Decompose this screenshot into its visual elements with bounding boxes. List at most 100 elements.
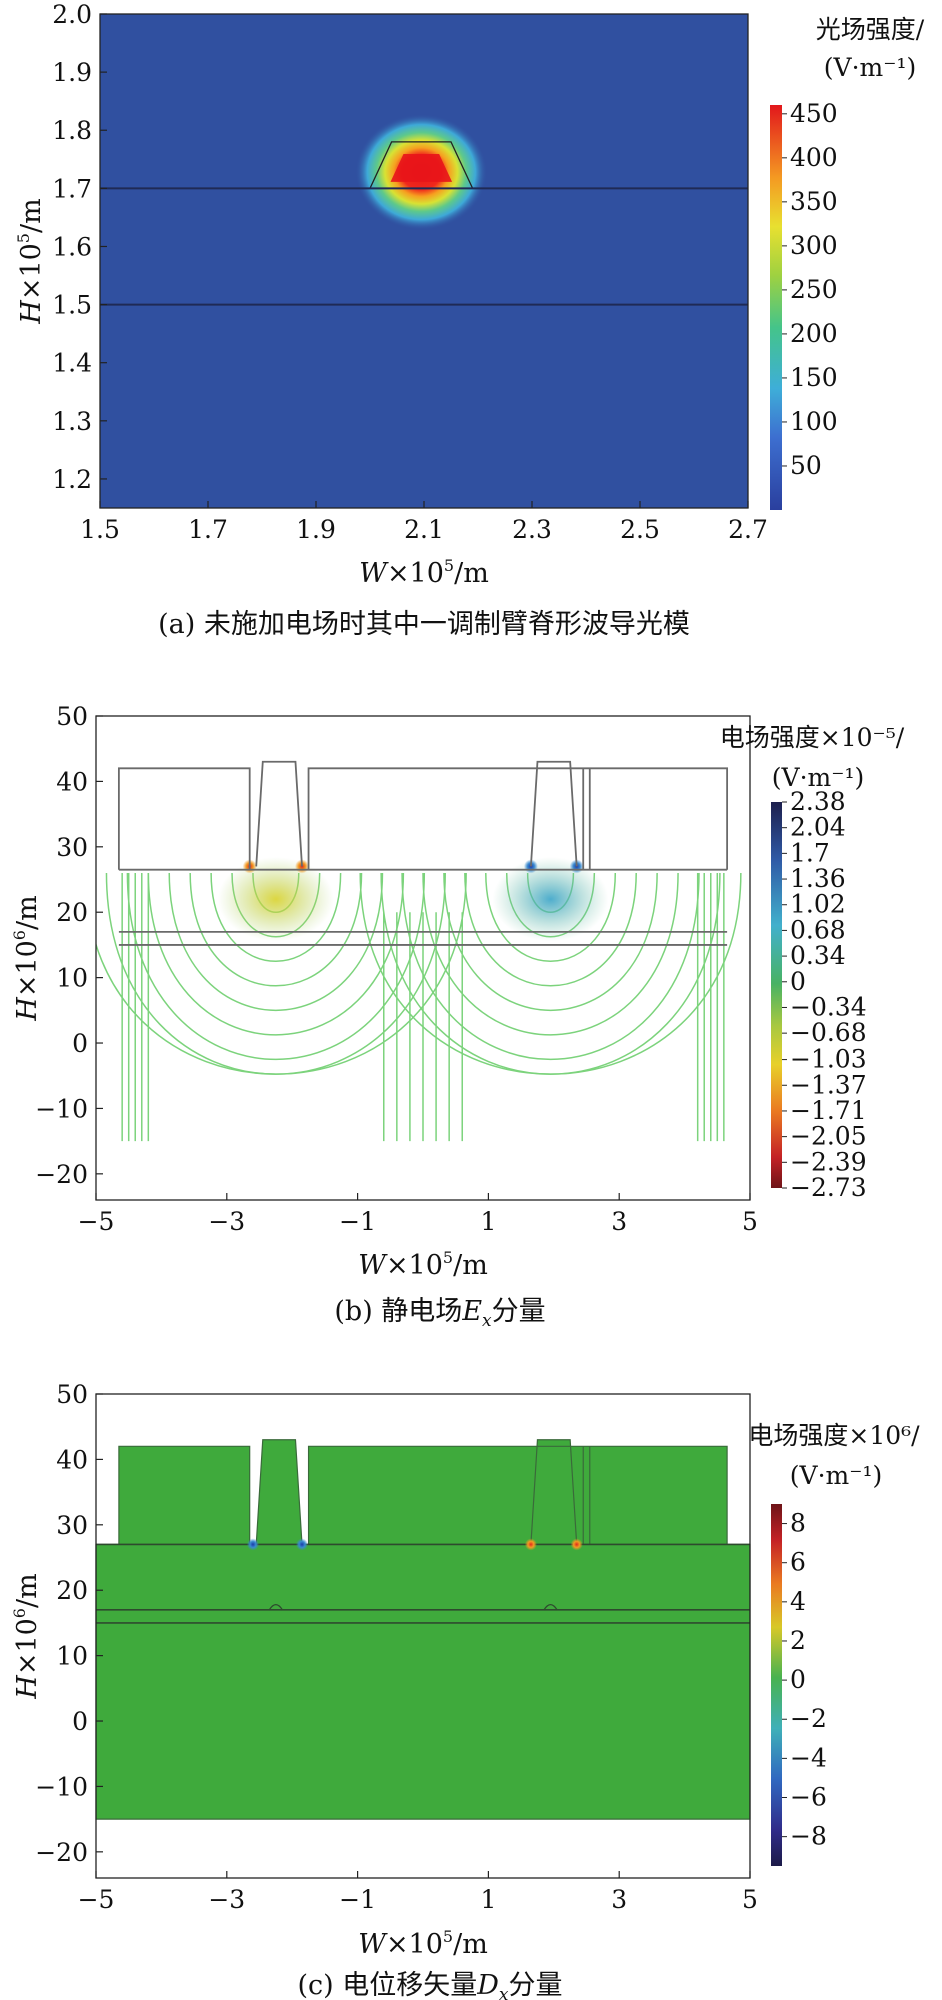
panel-c-colorbar-tick-label: 4 [790,1587,806,1616]
panel-a-colorbar-tick-label: 250 [790,275,838,304]
panel-b-contour-line [126,872,426,1060]
panel-a-ytick-label: 1.4 [52,349,92,378]
panel-c-colorbar-ticks: 8 6 4 2 0 −2 −4 −6 −8 [782,1509,827,1851]
panel-c-colorbar-tick-label: −6 [790,1783,827,1812]
panel-c-colorbar-title: 电场强度×10⁶/ [748,1421,920,1450]
panel-c-frame [95,1393,751,1879]
panel-c-ylabel: H×106/m [10,1573,43,1699]
panel-a-ytick-label: 1.5 [52,291,92,320]
panel-b-ytick-label: 20 [56,898,88,927]
panel-c-spot-1 [246,1538,259,1551]
panel-b-xtick-label: −1 [339,1207,376,1236]
panel-a-yticks: 1.2 1.3 1.4 1.5 1.6 1.7 1.8 1.9 2.0 [52,0,107,494]
panel-b-colorbar-unit: (V·m⁻¹) [772,763,864,792]
panel-a-ylabel: H×105/m [14,198,47,324]
panel-a-colorbar-ticks: 50 100 150 200 250 300 350 400 450 [782,99,838,480]
panel-c-bump-left [268,1603,283,1611]
panel-a-ytick-label: 1.7 [52,174,92,203]
panel-a-xtick-label: 2.5 [620,515,660,544]
panel-c-colorbar-tick-label: −8 [790,1822,827,1851]
panel-a-colorbar-tick-label: 350 [790,187,838,216]
panel-b-ytick-label: 40 [56,767,88,796]
panel-a-colorbar-tick-label: 200 [790,319,838,348]
panel-b-caption: (b) 静电场Ex分量 [334,1296,545,1331]
panel-b-colorbar-tick-label: 1.36 [790,864,846,893]
panel-b-ylabel: H×106/m [10,895,43,1021]
panel-b-colorbar-tick-label: −2.39 [790,1147,867,1176]
panel-b-contour-line [147,872,405,1036]
panel-b-colorbar-tick-label: 2.38 [790,787,846,816]
panel-b-xtick-label: −5 [78,1207,115,1236]
panel-b-yticks: 50 40 30 20 10 0 −10 −20 [35,702,103,1189]
panel-a-xticks: 1.5 1.7 1.9 2.1 2.3 2.5 2.7 [80,501,768,544]
panel-b-xlabel: W×105/m [358,1248,488,1281]
panel-c-ytick-label: 50 [56,1380,88,1409]
panel-a-ridge-core [390,153,453,182]
panel-a-ytick-label: 1.2 [52,465,92,494]
panel-a-xtick-label: 1.9 [296,515,336,544]
panel-c-ytick-label: 30 [56,1511,88,1540]
panel-b-ytick-label: −10 [35,1094,88,1123]
panel-c-domain [95,1439,751,1820]
panel-a-caption: (a) 未施加电场时其中一调制臂脊形波导光模 [158,609,690,640]
panel-b-colorbar-tick-label: −1.37 [790,1070,867,1099]
panel-b-contour-line [96,872,467,1075]
panel-c-spot-2 [296,1538,309,1551]
panel-a-xlabel: W×105/m [359,556,489,589]
panel-a-ytick-label: 1.6 [52,232,92,261]
panel-a-xtick-label: 2.3 [512,515,552,544]
panel-b-contour-line [210,872,342,963]
panel-a-xtick-label: 2.7 [728,515,768,544]
panel-b-colorbar-tick-label: 1.02 [790,890,846,919]
panel-b-contour-line [422,872,679,1036]
panel-a-ytick-label: 1.9 [52,58,92,87]
panel-a-xtick-label: 1.7 [188,515,228,544]
panel-b-colorbar-title: 电场强度×10⁻⁵/ [720,723,905,752]
panel-c-caption: (c) 电位移矢量Dx分量 [297,1970,562,2000]
panel-b-ytick-label: −20 [35,1160,88,1189]
panel-c-xtick-label: −5 [78,1885,115,1914]
panel-b-ytick-label: 10 [56,964,88,993]
panel-b-colorbar-tick-label: −1.03 [790,1045,867,1074]
panel-a-ytick-label: 2.0 [52,0,92,29]
panel-c-spot-4 [570,1538,583,1551]
panel-b-colorbar-tick-label: −1.71 [790,1096,867,1125]
panel-b-xtick-label: 5 [742,1207,758,1236]
panel-a-colorbar-tick-label: 50 [790,451,822,480]
panel-a-field [100,14,748,508]
panel-c-yticks: 50 40 30 20 10 0 −10 −20 [35,1380,103,1867]
panel-b-contour-line [443,872,658,1011]
panel-b-xticks: −5 −3 −1 1 3 5 [78,1193,758,1236]
panel-b-frame [95,715,751,1201]
panel-b-field-right [492,857,609,942]
panel-c-colorbar-tick-label: 0 [790,1665,806,1694]
panel-a-colorbar-tick-label: 300 [790,231,838,260]
panel-b-contour-line [485,872,617,963]
panel-c-colorbar [771,1504,782,1866]
panel-b-colorbar-tick-label: −2.73 [790,1173,867,1202]
panel-c-ytick-label: 40 [56,1445,88,1474]
panel-b-contour-line [401,872,700,1060]
panel-c-xtick-label: −1 [339,1885,376,1914]
panel-c-xtick-label: 1 [480,1885,496,1914]
panel-b-contour-line [189,872,363,987]
panel-a-colorbar-tick-label: 400 [790,143,838,172]
panel-a-colorbar [770,105,782,510]
panel-c-xtick-label: 3 [611,1885,627,1914]
panel-c-colorbar-tick-label: 8 [790,1509,806,1538]
panel-c-xtick-label: −3 [208,1885,245,1914]
panel-b-colorbar [771,802,782,1188]
panel-b-ytick-label: 30 [56,833,88,862]
panel-a-colorbar-tick-label: 450 [790,99,838,128]
panel-b-ytick-label: 0 [72,1029,88,1058]
panel-c-colorbar-tick-label: −4 [790,1743,827,1772]
panel-c-colorbar-tick-label: 6 [790,1548,806,1577]
panel-c-xticks: −5 −3 −1 1 3 5 [78,1871,758,1914]
panel-b-colorbar-tick-label: −0.68 [790,1018,867,1047]
panel-b-xtick-label: −3 [208,1207,245,1236]
panel-a-colorbar-tick-label: 100 [790,407,838,436]
panel-c-colorbar-tick-label: −2 [790,1704,827,1733]
panel-b-structure [117,760,729,946]
